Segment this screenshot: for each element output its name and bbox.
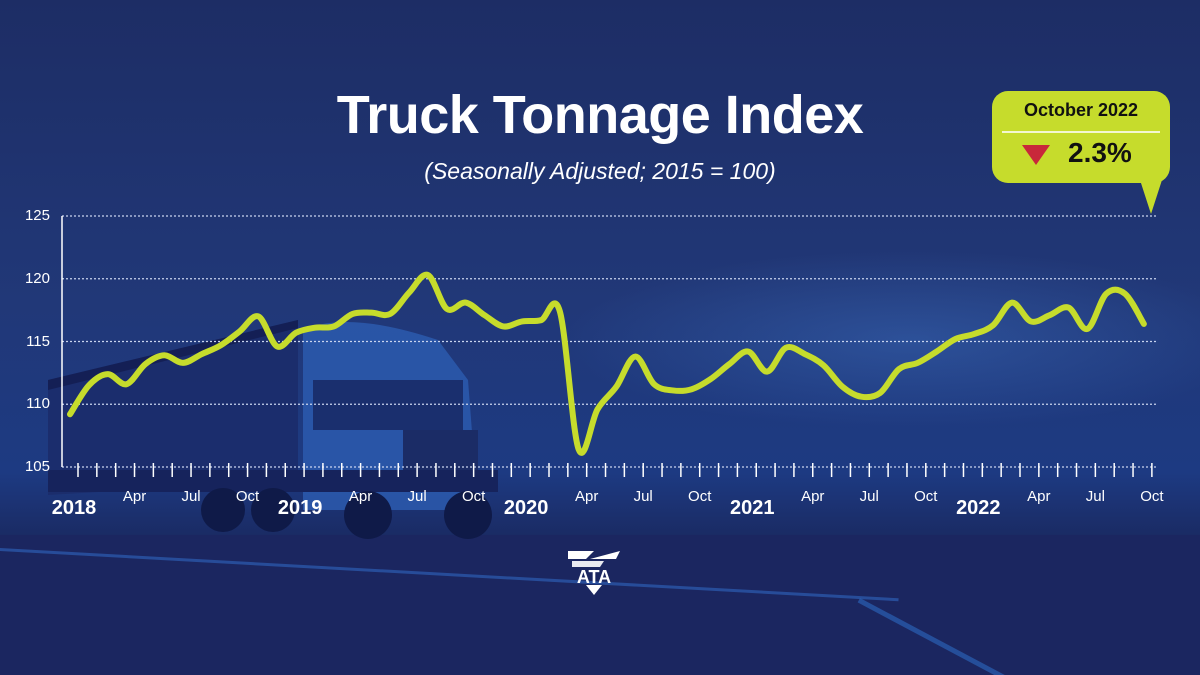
latest-change-callout: October 2022 2.3% [992, 91, 1170, 183]
x-month-label: Oct [461, 488, 486, 505]
callout-month: October 2022 [1023, 100, 1139, 120]
x-month-label: Jul [181, 488, 201, 505]
x-year-label: 2019 [277, 497, 323, 519]
down-arrow-icon [1022, 145, 1050, 165]
tonnage-index-line [67, 271, 1147, 456]
x-month-label: Jul [1085, 488, 1105, 505]
x-month-label: Oct [688, 488, 712, 505]
x-month-label: Oct [235, 488, 260, 505]
y-tick-label: 115 [26, 332, 50, 350]
x-month-label: Oct [914, 488, 938, 505]
x-month-label: Apr [1027, 488, 1051, 505]
callout-pointer [1140, 180, 1162, 214]
callout-divider [1002, 131, 1160, 133]
y-tick-label: 125 [24, 207, 50, 224]
x-month-label: Jul [859, 488, 879, 505]
x-month-label: Apr [801, 488, 825, 505]
x-month-label: Jul [407, 488, 427, 505]
chart-subtitle: (Seasonally Adjusted; 2015 = 100) [424, 158, 776, 184]
cloud-haze [560, 250, 1200, 430]
svg-text:ATA: ATA [577, 567, 611, 587]
x-month-label: Apr [348, 488, 373, 505]
x-month-label: Apr [122, 488, 147, 505]
y-tick-label: 105 [24, 458, 50, 475]
y-tick-label: 120 [24, 269, 50, 287]
x-year-label: 2022 [956, 497, 1001, 519]
x-year-label: 2018 [51, 497, 97, 519]
ata-logo-icon: ATA [568, 551, 620, 595]
x-year-label: 2021 [729, 497, 775, 519]
chart-title: Truck Tonnage Index [336, 85, 864, 145]
x-month-label: Jul [633, 488, 653, 505]
y-tick-label: 110 [26, 395, 50, 413]
x-year-label: 2020 [503, 497, 549, 519]
callout-change-value: 2.3% [1068, 137, 1132, 168]
x-month-label: Oct [1140, 488, 1164, 505]
x-month-label: Apr [575, 488, 599, 505]
